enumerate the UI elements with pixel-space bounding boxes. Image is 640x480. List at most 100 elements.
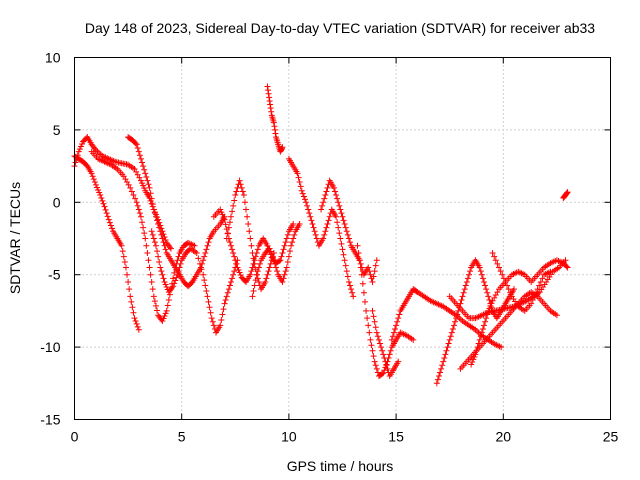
data-point <box>76 146 83 153</box>
data-point <box>380 351 387 358</box>
data-point <box>454 311 461 318</box>
data-point <box>104 213 111 220</box>
data-point <box>365 322 372 329</box>
data-point <box>135 148 142 155</box>
data-point <box>367 336 374 343</box>
data-point <box>236 269 243 276</box>
data-point <box>137 177 144 184</box>
data-point <box>98 194 105 201</box>
data-point <box>156 259 163 266</box>
data-point <box>140 182 147 189</box>
data-point <box>286 248 293 255</box>
data-point <box>170 283 177 290</box>
data-point <box>217 206 224 213</box>
data-point <box>357 264 364 271</box>
data-point <box>507 289 514 296</box>
data-point <box>133 320 140 327</box>
data-point <box>563 190 570 197</box>
data-point <box>369 307 376 314</box>
data-point <box>290 221 297 228</box>
data-point <box>433 380 440 387</box>
data-point <box>297 183 304 190</box>
data-point <box>119 248 126 255</box>
data-point <box>200 271 207 278</box>
data-point <box>464 275 471 282</box>
data-point <box>142 235 149 242</box>
data-point <box>149 201 156 208</box>
data-point <box>154 248 161 255</box>
data-point <box>279 144 286 151</box>
data-point <box>478 329 485 336</box>
data-point <box>471 353 478 360</box>
data-point <box>547 268 554 275</box>
data-point <box>135 206 142 213</box>
data-point <box>553 312 560 319</box>
data-point <box>469 358 476 365</box>
data-point <box>234 264 241 271</box>
data-point <box>149 286 156 293</box>
data-point <box>148 278 155 285</box>
data-point <box>233 260 240 267</box>
series-track-12 <box>354 242 417 380</box>
data-point <box>91 145 98 152</box>
data-point <box>263 275 270 282</box>
data-point <box>370 353 377 360</box>
data-point <box>379 370 386 377</box>
data-point <box>218 316 225 323</box>
y-tick-label: -10 <box>40 339 60 355</box>
data-point <box>281 242 288 249</box>
data-point <box>230 249 237 256</box>
data-point <box>241 199 248 206</box>
data-point <box>161 312 168 319</box>
data-point <box>504 282 511 289</box>
series-track-3 <box>88 148 198 325</box>
data-point <box>537 278 544 285</box>
data-point <box>283 235 290 242</box>
data-point <box>239 188 246 195</box>
data-point <box>88 170 95 177</box>
data-point <box>223 235 230 242</box>
data-point <box>438 365 445 372</box>
data-point <box>139 159 146 166</box>
data-point <box>372 362 379 369</box>
data-point <box>347 239 354 246</box>
data-point <box>473 347 480 354</box>
data-point <box>228 213 235 220</box>
data-point <box>380 370 387 377</box>
data-point <box>172 277 179 284</box>
data-point <box>169 284 176 291</box>
data-point <box>481 322 488 329</box>
data-point <box>167 245 174 252</box>
data-point <box>375 336 382 343</box>
data-point <box>383 362 390 369</box>
data-point <box>502 278 509 285</box>
data-point <box>499 271 506 278</box>
data-point <box>448 329 455 336</box>
data-point <box>146 264 153 271</box>
data-point <box>278 253 285 260</box>
data-point <box>564 189 571 196</box>
data-point <box>487 302 494 309</box>
data-point <box>299 190 306 197</box>
data-point <box>127 293 134 300</box>
data-point <box>323 224 330 231</box>
data-point <box>291 231 298 238</box>
data-point <box>310 224 317 231</box>
data-point <box>145 181 152 188</box>
data-point <box>280 275 287 282</box>
data-point <box>498 344 505 351</box>
data-point <box>222 297 229 304</box>
data-point <box>367 271 374 278</box>
data-point <box>350 293 357 300</box>
data-point <box>72 159 79 166</box>
data-point <box>271 126 278 133</box>
data-point <box>150 293 157 300</box>
data-point <box>251 260 258 267</box>
y-tick-label: 5 <box>53 122 61 138</box>
data-point <box>132 318 139 325</box>
data-point <box>333 213 340 220</box>
data-point <box>118 242 125 249</box>
data-point <box>163 284 170 291</box>
data-point <box>155 221 162 228</box>
data-point <box>274 268 281 275</box>
